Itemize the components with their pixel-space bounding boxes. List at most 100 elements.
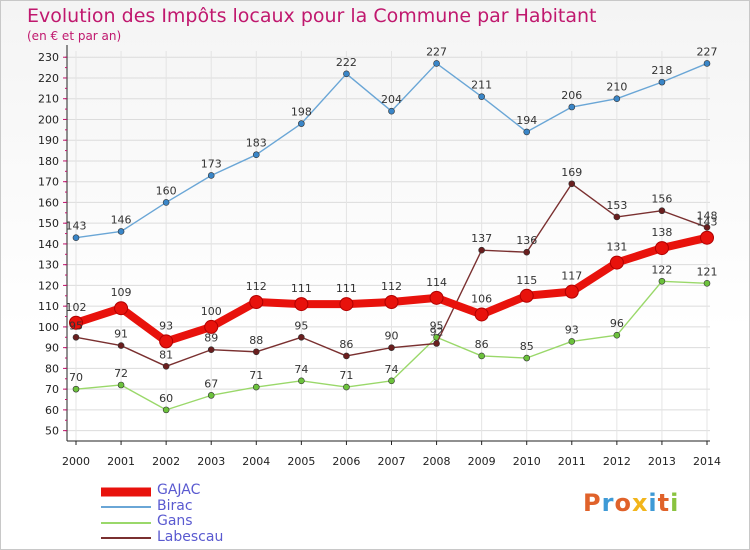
data-label: 88: [249, 334, 263, 347]
data-point: [433, 60, 440, 67]
data-point: [478, 352, 485, 360]
data-point: [568, 103, 576, 111]
data-point: [72, 385, 80, 393]
legend-swatch-gans: [101, 521, 151, 524]
data-label: 89: [204, 332, 218, 345]
legend-label-labescau: Labescau: [157, 528, 224, 545]
data-point: [433, 340, 440, 347]
data-label: 93: [565, 323, 579, 336]
data-label: 81: [159, 348, 173, 361]
data-point: [252, 383, 260, 391]
data-label: 71: [249, 369, 263, 382]
x-tick-label: 2001: [107, 455, 135, 468]
data-label: 160: [156, 184, 177, 197]
x-tick-label: 2010: [513, 455, 541, 468]
data-label: 227: [426, 45, 447, 58]
data-label: 136: [516, 234, 537, 247]
data-label: 156: [651, 193, 672, 206]
data-label: 204: [381, 93, 402, 106]
data-point: [703, 280, 711, 287]
y-tick-label: 200: [38, 113, 59, 126]
data-point: [658, 207, 666, 215]
data-point: [523, 248, 531, 256]
data-point: [298, 120, 305, 127]
y-tick-label: 230: [38, 51, 59, 64]
logo-letter: t: [657, 489, 671, 517]
data-point: [564, 284, 579, 299]
data-point: [249, 295, 264, 310]
logo-letter: o: [614, 489, 632, 517]
data-point: [298, 333, 305, 341]
data-point: [703, 60, 711, 67]
data-label: 115: [516, 274, 537, 287]
x-tick-label: 2004: [242, 455, 270, 468]
data-label: 100: [201, 305, 222, 318]
legend-label-gajac: GAJAC: [157, 482, 201, 498]
data-point: [252, 348, 260, 356]
data-label: 148: [697, 209, 718, 222]
data-label: 218: [651, 64, 672, 77]
data-point: [429, 290, 444, 305]
data-point: [343, 383, 350, 391]
logo-letter: P: [583, 489, 602, 517]
y-tick-label: 140: [38, 238, 59, 251]
y-tick-label: 180: [38, 155, 59, 168]
data-point: [478, 246, 485, 254]
data-label: 211: [471, 79, 492, 92]
data-point: [162, 199, 170, 206]
data-label: 109: [111, 286, 132, 299]
data-point: [159, 334, 174, 349]
data-label: 169: [561, 166, 582, 179]
data-label: 86: [339, 338, 353, 351]
data-point: [117, 342, 125, 349]
data-point: [207, 392, 215, 399]
data-label: 122: [651, 263, 672, 276]
data-point: [388, 107, 395, 115]
data-label: 111: [336, 282, 357, 295]
y-tick-label: 190: [38, 134, 59, 147]
data-point: [523, 354, 531, 362]
y-tick-label: 210: [38, 93, 59, 106]
data-label: 74: [294, 363, 308, 376]
data-label: 114: [426, 276, 447, 289]
logo-letter: i: [648, 489, 658, 517]
logo-letter: i: [670, 489, 680, 517]
data-point: [613, 95, 621, 103]
data-point: [609, 255, 624, 270]
logo-letter: r: [601, 489, 615, 517]
data-point: [117, 381, 125, 389]
x-tick-label: 2008: [423, 455, 451, 468]
data-point: [207, 172, 215, 179]
x-tick-label: 2006: [332, 455, 360, 468]
y-tick-label: 130: [38, 259, 59, 272]
data-point: [343, 70, 350, 78]
data-label: 143: [66, 220, 87, 233]
y-tick-label: 160: [38, 196, 59, 209]
data-point: [474, 307, 489, 322]
data-point: [519, 288, 534, 303]
data-label: 183: [246, 137, 267, 150]
data-label: 70: [69, 371, 83, 384]
data-label: 86: [475, 338, 489, 351]
data-label: 90: [385, 330, 399, 343]
data-label: 137: [471, 232, 492, 245]
data-point: [613, 331, 621, 339]
y-tick-label: 150: [38, 217, 59, 230]
data-label: 227: [697, 45, 718, 58]
data-point: [72, 333, 80, 341]
y-tick-label: 80: [45, 362, 59, 375]
data-label: 121: [697, 265, 718, 278]
legend-label-gans: Gans: [157, 513, 193, 529]
data-point: [613, 213, 621, 221]
data-point: [252, 151, 260, 159]
data-label: 92: [430, 326, 444, 339]
data-point: [388, 377, 395, 385]
data-point: [114, 301, 129, 316]
data-point: [343, 352, 350, 360]
data-point: [204, 319, 219, 334]
data-point: [207, 346, 215, 354]
data-label: 106: [471, 292, 492, 305]
x-tick-label: 2014: [693, 455, 721, 468]
data-label: 131: [606, 241, 627, 254]
